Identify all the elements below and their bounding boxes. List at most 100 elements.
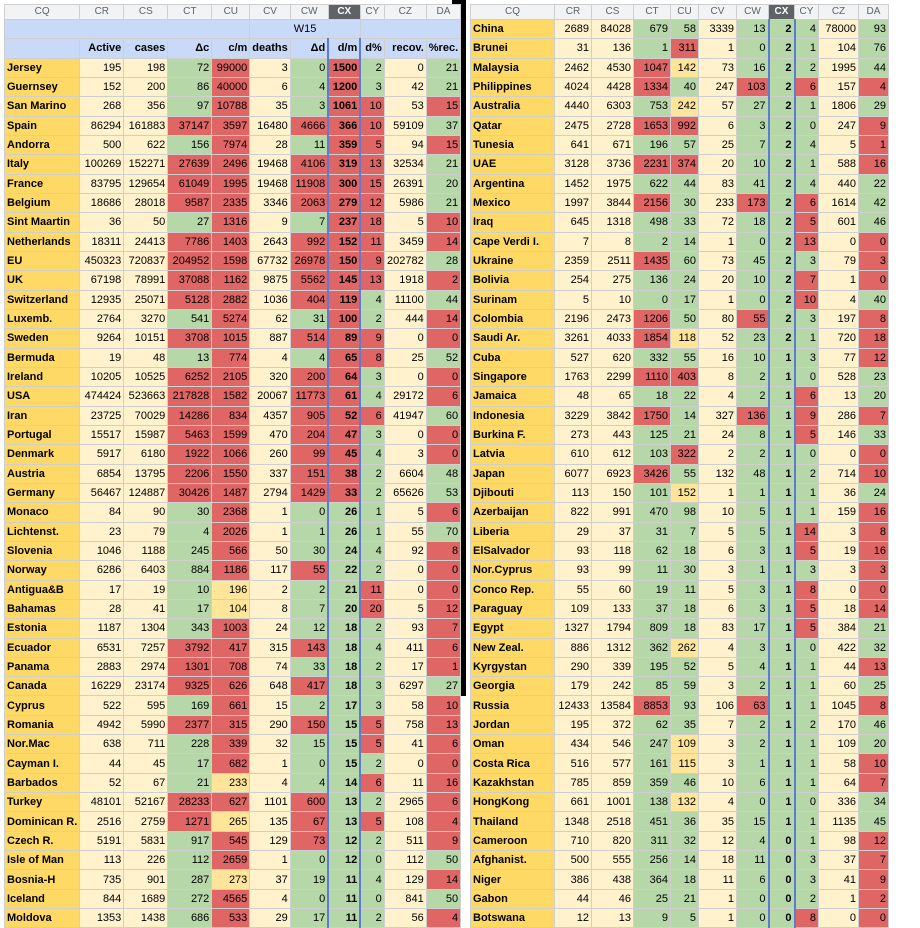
column-header-cw[interactable]: CW: [736, 4, 769, 20]
data-cell[interactable]: 9875: [249, 270, 291, 291]
data-cell[interactable]: 109: [818, 734, 859, 755]
data-cell[interactable]: 0: [289, 888, 329, 910]
data-cell[interactable]: 7786: [167, 231, 213, 252]
data-cell[interactable]: 356: [123, 96, 169, 117]
data-cell[interactable]: 10: [167, 579, 213, 600]
data-cell[interactable]: 50: [249, 540, 291, 562]
country-cell[interactable]: Iraq: [470, 212, 555, 233]
data-cell[interactable]: 9: [359, 328, 385, 349]
data-cell[interactable]: 2: [698, 444, 737, 465]
country-cell[interactable]: Cameroon: [470, 830, 555, 852]
data-cell[interactable]: 173: [736, 192, 769, 214]
data-cell[interactable]: 4024: [554, 76, 592, 98]
data-cell[interactable]: 67198: [79, 270, 125, 291]
data-cell[interactable]: 516: [554, 753, 592, 774]
data-cell[interactable]: 67: [289, 811, 329, 832]
data-cell[interactable]: 200: [123, 76, 169, 98]
data-cell[interactable]: 109: [554, 598, 592, 620]
data-cell[interactable]: 25: [858, 676, 889, 697]
country-cell[interactable]: UK: [3, 270, 81, 291]
data-cell[interactable]: 3: [794, 250, 819, 272]
data-cell[interactable]: 59: [670, 676, 699, 697]
data-cell[interactable]: 150: [289, 714, 329, 736]
country-cell[interactable]: Niger: [470, 869, 555, 890]
column-header-cr[interactable]: CR: [554, 4, 592, 20]
data-cell[interactable]: 6: [736, 772, 769, 794]
data-cell[interactable]: 99: [591, 560, 634, 581]
data-cell[interactable]: 2: [767, 154, 796, 175]
data-cell[interactable]: 62: [633, 714, 671, 736]
data-cell[interactable]: 0: [794, 366, 819, 388]
data-cell[interactable]: 64: [327, 366, 362, 388]
data-cell[interactable]: 18: [327, 656, 362, 678]
data-cell[interactable]: 97: [167, 96, 213, 117]
data-cell[interactable]: 7: [554, 231, 592, 252]
data-cell[interactable]: 35: [249, 96, 291, 117]
data-cell[interactable]: 1: [767, 560, 796, 581]
data-cell[interactable]: 18: [698, 850, 737, 871]
country-cell[interactable]: Latvia: [470, 444, 555, 465]
data-cell[interactable]: 820: [591, 830, 634, 852]
data-cell[interactable]: 753: [633, 96, 671, 117]
data-cell[interactable]: 26: [327, 521, 362, 542]
data-cell[interactable]: 417: [289, 676, 329, 697]
data-cell[interactable]: 196: [633, 134, 671, 156]
country-cell[interactable]: EU: [3, 250, 81, 272]
data-cell[interactable]: 1: [767, 482, 796, 504]
data-cell[interactable]: 33: [670, 212, 699, 233]
data-cell[interactable]: 3: [858, 250, 889, 272]
data-cell[interactable]: 8: [736, 424, 769, 446]
data-cell[interactable]: 13: [858, 656, 889, 678]
data-cell[interactable]: 156: [167, 134, 213, 156]
data-cell[interactable]: 2882: [211, 289, 251, 310]
data-cell[interactable]: 90: [123, 502, 169, 523]
data-cell[interactable]: 11: [327, 869, 362, 890]
country-cell[interactable]: Thailand: [470, 811, 555, 832]
data-cell[interactable]: 1: [767, 676, 796, 697]
data-cell[interactable]: 13: [327, 792, 362, 813]
data-cell[interactable]: 10525: [123, 366, 169, 388]
data-cell[interactable]: 3: [383, 444, 427, 465]
data-cell[interactable]: 11: [736, 850, 769, 871]
data-cell[interactable]: 1: [359, 521, 385, 542]
data-cell[interactable]: 2: [767, 289, 796, 310]
data-cell[interactable]: 2: [359, 753, 385, 774]
data-cell[interactable]: 25: [633, 888, 671, 910]
header-cell[interactable]: Active: [79, 38, 125, 59]
data-cell[interactable]: 2: [794, 714, 819, 736]
data-cell[interactable]: 5: [794, 598, 819, 620]
data-cell[interactable]: 83: [698, 618, 737, 639]
data-cell[interactable]: 13: [591, 908, 634, 928]
data-cell[interactable]: 1: [767, 734, 796, 755]
data-cell[interactable]: 0: [858, 908, 889, 928]
data-cell[interactable]: 24: [858, 482, 889, 504]
data-cell[interactable]: 545: [211, 830, 251, 852]
data-cell[interactable]: 79: [123, 521, 169, 542]
data-cell[interactable]: 4: [698, 386, 737, 407]
data-cell[interactable]: 374: [670, 154, 699, 175]
data-cell[interactable]: 5: [359, 134, 385, 156]
data-cell[interactable]: 6: [794, 76, 819, 98]
data-cell[interactable]: 16: [858, 540, 889, 562]
data-cell[interactable]: 1066: [211, 444, 251, 465]
data-cell[interactable]: 12: [359, 192, 385, 214]
data-cell[interactable]: 10: [698, 772, 737, 794]
data-cell[interactable]: 0: [794, 792, 819, 813]
data-cell[interactable]: 22: [327, 560, 362, 581]
data-cell[interactable]: 6: [425, 386, 462, 407]
data-cell[interactable]: 48: [123, 347, 169, 368]
data-cell[interactable]: 1: [794, 753, 819, 774]
data-cell[interactable]: 9: [425, 830, 462, 852]
data-cell[interactable]: 1429: [289, 482, 329, 504]
data-cell[interactable]: 384: [818, 618, 859, 639]
data-cell[interactable]: 3708: [167, 328, 213, 349]
data-cell[interactable]: 14: [858, 598, 889, 620]
data-cell[interactable]: 7: [794, 270, 819, 291]
data-cell[interactable]: 5562: [289, 270, 329, 291]
data-cell[interactable]: 93: [670, 695, 699, 716]
data-cell[interactable]: 85: [633, 676, 671, 697]
data-cell[interactable]: 78991: [123, 270, 169, 291]
data-cell[interactable]: 9: [794, 405, 819, 426]
data-cell[interactable]: 113: [79, 850, 125, 871]
data-cell[interactable]: 290: [249, 714, 291, 736]
